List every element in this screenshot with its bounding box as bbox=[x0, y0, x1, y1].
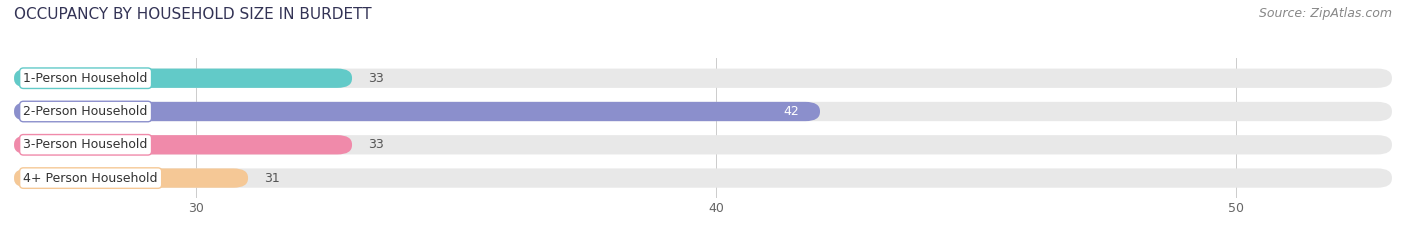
FancyBboxPatch shape bbox=[14, 168, 1392, 188]
Text: OCCUPANCY BY HOUSEHOLD SIZE IN BURDETT: OCCUPANCY BY HOUSEHOLD SIZE IN BURDETT bbox=[14, 7, 371, 22]
Text: 1-Person Household: 1-Person Household bbox=[24, 72, 148, 85]
FancyBboxPatch shape bbox=[14, 102, 1392, 121]
Text: 33: 33 bbox=[367, 138, 384, 151]
Text: Source: ZipAtlas.com: Source: ZipAtlas.com bbox=[1258, 7, 1392, 20]
FancyBboxPatch shape bbox=[14, 135, 352, 154]
Text: 4+ Person Household: 4+ Person Household bbox=[24, 171, 157, 185]
FancyBboxPatch shape bbox=[14, 168, 247, 188]
FancyBboxPatch shape bbox=[14, 102, 820, 121]
Text: 3-Person Household: 3-Person Household bbox=[24, 138, 148, 151]
Text: 42: 42 bbox=[783, 105, 799, 118]
FancyBboxPatch shape bbox=[14, 69, 352, 88]
FancyBboxPatch shape bbox=[14, 69, 1392, 88]
Text: 33: 33 bbox=[367, 72, 384, 85]
Text: 31: 31 bbox=[264, 171, 280, 185]
Text: 2-Person Household: 2-Person Household bbox=[24, 105, 148, 118]
FancyBboxPatch shape bbox=[14, 135, 1392, 154]
